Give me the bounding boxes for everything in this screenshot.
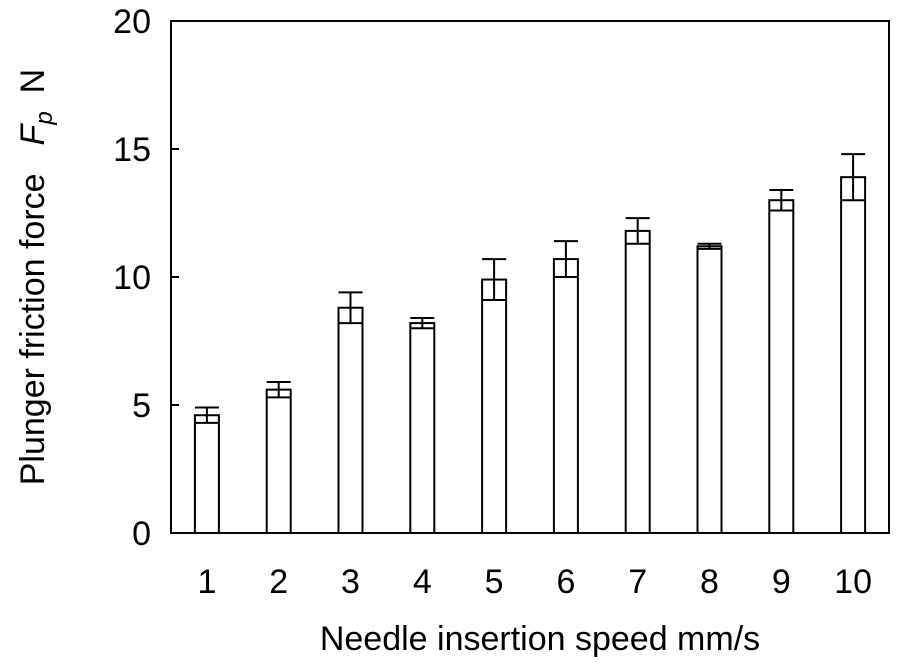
error-bar [266, 380, 291, 399]
x-axis-tick-labels: 1 2 3 4 5 6 7 8 9 10 [197, 563, 872, 601]
y-tick-label: 5 [132, 387, 151, 425]
bar [696, 245, 723, 534]
bar [409, 322, 436, 534]
error-bar [841, 153, 866, 202]
error-bars [194, 153, 866, 424]
x-tick-label: 8 [700, 563, 719, 601]
bar [624, 229, 651, 534]
y-axis-label-unit: N [14, 69, 52, 94]
error-bar [553, 240, 578, 278]
error-bar [410, 316, 435, 330]
error-bar [697, 242, 722, 250]
y-tick-label: 15 [113, 131, 151, 169]
y-axis-label: Plunger friction force Fp N [14, 69, 58, 486]
x-tick-label: 1 [197, 563, 216, 601]
bars [193, 176, 867, 535]
error-bar [338, 291, 363, 325]
y-tick-label: 0 [132, 515, 151, 553]
x-tick-label: 9 [772, 563, 791, 601]
bar [193, 414, 220, 534]
y-axis-ticks: 0 5 10 15 20 [113, 3, 179, 553]
error-bar [482, 258, 507, 302]
x-tick-label: 5 [485, 563, 504, 601]
x-tick-label: 7 [628, 563, 647, 601]
y-tick-label: 20 [113, 3, 151, 41]
bar [337, 306, 364, 534]
y-axis-label-text: Plunger friction force [14, 173, 52, 485]
bar [265, 388, 292, 535]
x-tick-label: 3 [341, 563, 360, 601]
bar [481, 278, 508, 534]
error-bar [625, 217, 650, 245]
y-tick-label: 10 [113, 259, 151, 297]
x-axis-label: Needle insertion speed mm/s [320, 620, 760, 658]
x-tick-label: 10 [834, 563, 872, 601]
y-axis-label-subscript: p [31, 111, 58, 125]
y-axis-label-symbol: F [14, 122, 52, 145]
x-tick-label: 2 [269, 563, 288, 601]
x-tick-label: 6 [556, 563, 575, 601]
bar [552, 258, 579, 534]
bar [840, 176, 867, 534]
bar [768, 199, 795, 534]
error-bar [194, 406, 219, 424]
x-tick-label: 4 [413, 563, 432, 601]
error-bar [769, 188, 794, 212]
